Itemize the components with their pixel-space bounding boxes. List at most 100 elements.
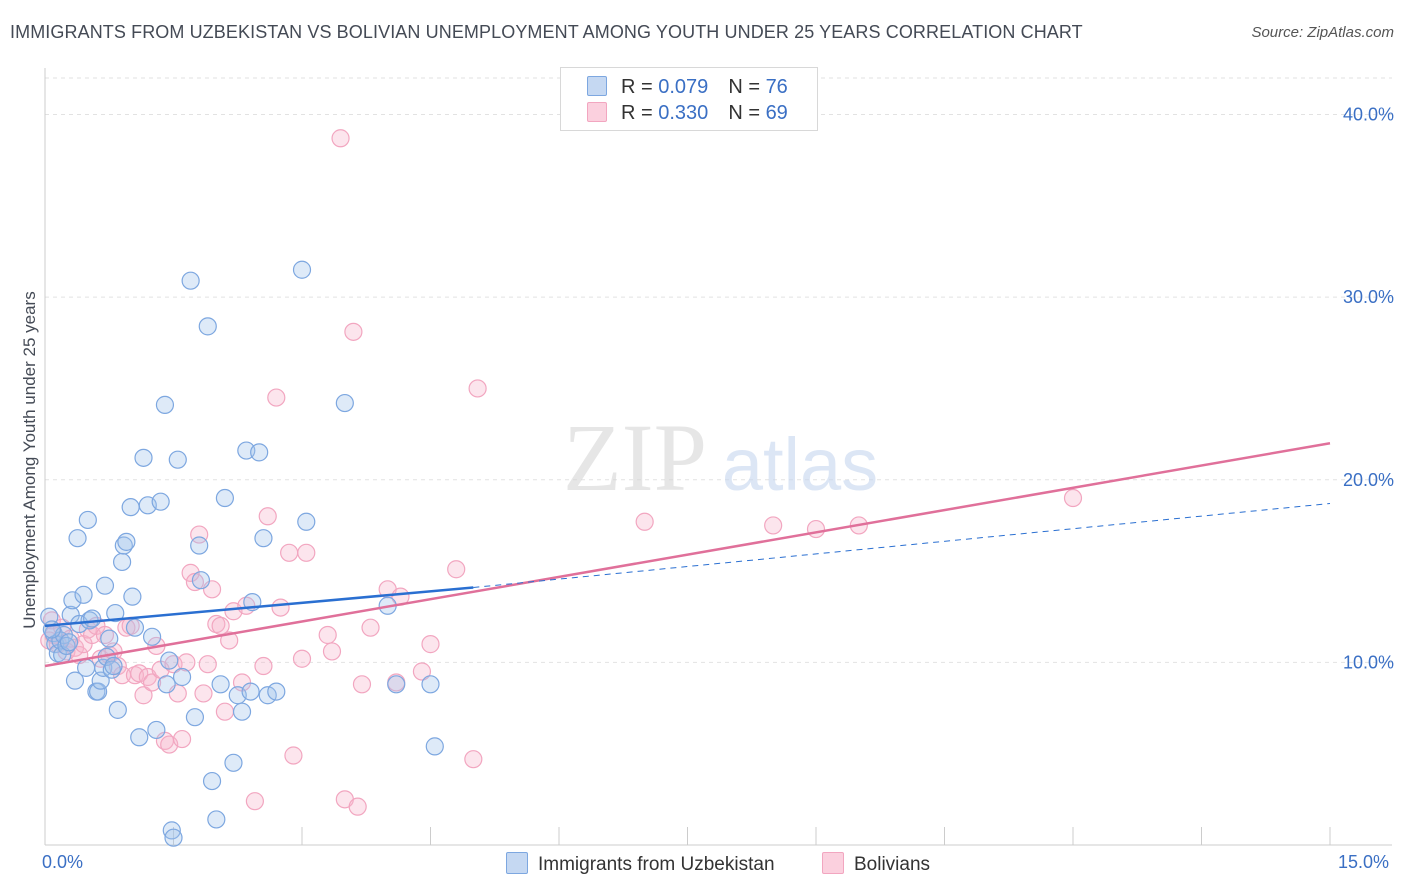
legend-r-label: R =: [621, 76, 659, 98]
bolivians-point: [215, 702, 234, 721]
uzbekistan-point: [125, 618, 145, 637]
uzbekistan-point: [267, 682, 286, 701]
trend-lines: [44, 442, 1331, 668]
bolivians-point: [1063, 488, 1083, 508]
legend-r-label: R =: [621, 102, 659, 124]
uzbekistan-point: [202, 771, 222, 791]
uzbekistan-point: [89, 682, 108, 701]
bolivians-point: [280, 543, 299, 562]
bottom-legend-uzbekistan: Immigrants from Uzbekistan: [506, 852, 775, 876]
bolivians-point: [464, 750, 483, 769]
uzbekistan-point: [134, 448, 153, 467]
watermark-zip: ZIP: [563, 404, 707, 511]
bolivians-point: [344, 322, 363, 341]
legend-row-bolivians: R = 0.330 N = 69: [587, 102, 788, 125]
uzbekistan-point: [78, 510, 97, 530]
uzbekistan-point: [106, 603, 125, 623]
y-tick-label: 40.0%: [1343, 105, 1394, 125]
bolivians-point: [194, 684, 213, 703]
watermark: ZIP atlas: [563, 404, 878, 511]
bolivians-point: [181, 563, 200, 582]
uzbekistan-trend-line: [44, 586, 474, 628]
bolivians-point: [331, 129, 350, 148]
bolivians-point: [412, 662, 432, 681]
uzbekistan-point: [104, 656, 123, 676]
uzbekistan-point: [147, 720, 166, 740]
uzbekistan-point: [100, 629, 119, 648]
uzbekistan-point: [74, 585, 93, 604]
bottom-legend-label-uzbekistan: Immigrants from Uzbekistan: [538, 854, 775, 875]
uzbekistan-trend-extension: [473, 503, 1331, 589]
bolivians-point: [447, 560, 466, 579]
bolivians-point: [284, 746, 303, 765]
uzbekistan-point: [254, 529, 273, 548]
legend-n-label: N =: [728, 102, 766, 124]
bolivians-point: [134, 686, 153, 705]
uzbekistan-point: [121, 498, 140, 517]
uzbekistan-point: [168, 450, 187, 469]
bolivians-point: [267, 388, 286, 407]
uzbekistan-point: [108, 700, 127, 719]
uzbekistan-point: [181, 271, 200, 290]
uzbekistan-point: [211, 675, 230, 694]
legend-swatch-bolivians: [587, 102, 607, 122]
legend-row-uzbekistan: R = 0.079 N = 76: [587, 76, 788, 99]
uzbekistan-point: [250, 443, 269, 462]
bottom-legend-label-bolivians: Bolivians: [854, 854, 931, 875]
y-tick-labels: 10.0% 20.0% 30.0% 40.0%: [1343, 105, 1394, 673]
uzbekistan-point: [142, 627, 162, 646]
bottom-legend-bolivians: Bolivians: [822, 852, 930, 876]
uzbekistan-point: [297, 512, 316, 531]
watermark-atlas: atlas: [722, 423, 878, 506]
bolivians-point: [297, 543, 316, 562]
uzbekistan-point: [185, 708, 205, 727]
bolivians-point: [254, 656, 273, 676]
uzbekistan-point: [160, 651, 179, 670]
bolivians-point: [318, 625, 337, 645]
legend-swatch-uzbekistan: [587, 76, 607, 96]
legend-r-value: 0.330: [658, 102, 709, 124]
bolivians-point: [245, 792, 264, 811]
bolivians-point: [764, 516, 783, 535]
uzbekistan-point: [164, 828, 183, 847]
uzbekistan-point: [83, 609, 102, 628]
uzbekistan-point: [207, 810, 226, 829]
bottom-legend-swatch-uzbekistan: [506, 852, 528, 874]
y-tick-label: 10.0%: [1343, 652, 1394, 672]
bolivians-point: [348, 797, 367, 816]
legend-n-value: 69: [765, 102, 788, 124]
uzbekistan-point: [112, 552, 132, 572]
legend-n-value: 76: [765, 76, 788, 98]
uzbekistan-point: [172, 667, 192, 687]
uzbekistan-point: [421, 675, 440, 694]
uzbekistan-point: [190, 536, 209, 555]
uzbekistan-point: [425, 737, 444, 756]
y-tick-label: 20.0%: [1343, 470, 1394, 490]
x-axis-max-label: 15.0%: [1338, 852, 1390, 872]
uzbekistan-point: [198, 317, 217, 336]
uzbekistan-point: [387, 675, 406, 694]
uzbekistan-point: [162, 821, 181, 840]
grid-lines: [45, 77, 1392, 663]
uzbekistan-point: [63, 591, 82, 610]
uzbekistan-point: [123, 587, 142, 606]
uzbekistan-point: [241, 682, 260, 701]
bottom-legend-swatch-bolivians: [822, 852, 844, 874]
uzbekistan-point: [157, 675, 176, 694]
axes: [44, 68, 1392, 846]
y-tick-label: 30.0%: [1343, 287, 1394, 307]
bolivians-point: [198, 655, 217, 674]
uzbekistan-point: [155, 395, 175, 414]
uzbekistan-point: [65, 671, 85, 690]
source-credit: Source: ZipAtlas.com: [1251, 24, 1394, 41]
bolivians-point: [468, 379, 487, 398]
bolivians-point: [806, 519, 826, 539]
correlation-legend: R = 0.079 N = 76 R = 0.330 N = 69: [560, 67, 818, 131]
uzbekistan-point: [117, 532, 136, 551]
bolivians-point: [142, 673, 162, 692]
uzbekistan-point: [232, 702, 252, 721]
x-axis-min-label: 0.0%: [42, 852, 84, 872]
uzbekistan-point: [335, 393, 354, 413]
legend-r-value: 0.079: [658, 76, 709, 98]
